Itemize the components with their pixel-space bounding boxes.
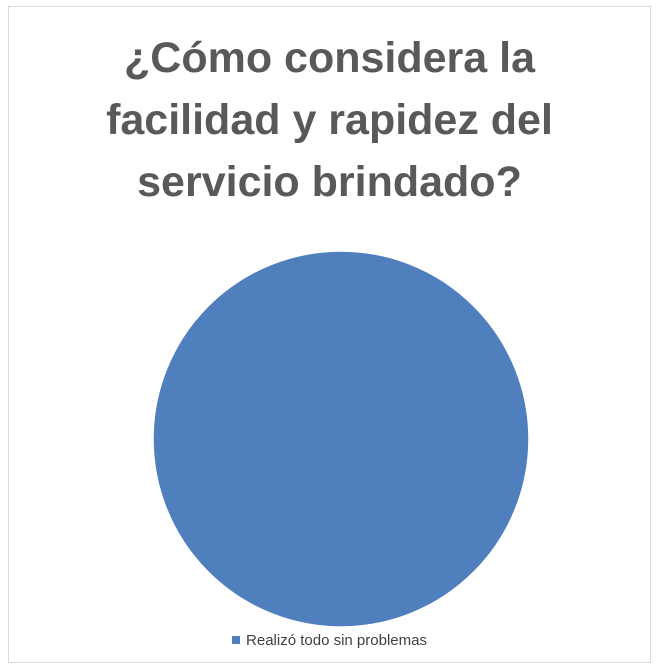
legend: Realizó todo sin problemas <box>9 631 650 649</box>
chart-title-line-2: facilidad y rapidez del <box>106 96 553 144</box>
chart-title: ¿Cómo considera la facilidad y rapidez d… <box>9 27 650 213</box>
legend-item: Realizó todo sin problemas <box>232 632 427 649</box>
chart-title-line-3: servicio brindado? <box>137 158 522 206</box>
chart-title-line-1: ¿Cómo considera la <box>124 34 535 82</box>
legend-swatch <box>232 636 241 644</box>
pie-slice <box>152 250 530 628</box>
pie-chart <box>152 250 530 628</box>
legend-label: Realizó todo sin problemas <box>246 631 427 649</box>
chart-area: ¿Cómo considera la facilidad y rapidez d… <box>8 6 651 663</box>
